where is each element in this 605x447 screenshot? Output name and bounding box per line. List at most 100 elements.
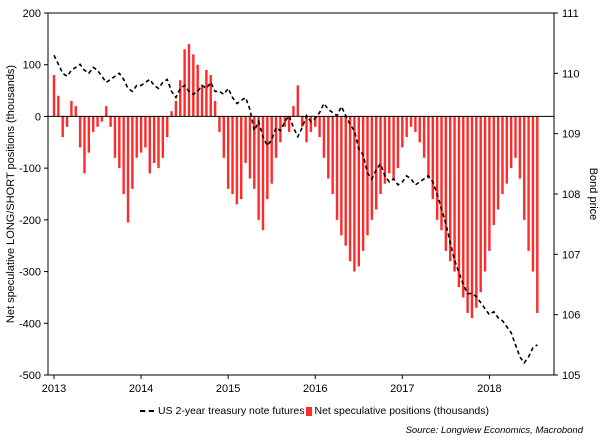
bar <box>65 116 69 127</box>
bar <box>183 49 186 117</box>
bar <box>483 116 487 272</box>
bar <box>144 116 147 148</box>
bar <box>475 116 478 308</box>
bar <box>105 106 108 117</box>
bar <box>170 111 173 117</box>
bar <box>422 116 426 158</box>
bar <box>70 100 73 117</box>
bar <box>218 116 221 132</box>
bar <box>353 116 356 272</box>
y-right-tick-label: 109 <box>562 129 580 141</box>
bar <box>409 116 413 127</box>
bar <box>314 116 317 127</box>
bar <box>435 116 439 220</box>
bar <box>244 116 247 163</box>
bar <box>318 116 321 138</box>
bar <box>187 44 191 117</box>
bar <box>135 116 138 158</box>
bar <box>261 116 265 231</box>
bar <box>226 116 230 189</box>
bar <box>152 116 156 163</box>
bar <box>309 116 313 132</box>
y-right-tick-label: 110 <box>562 68 580 80</box>
bar <box>179 80 182 117</box>
bar <box>96 116 99 127</box>
bar <box>374 116 378 210</box>
bar <box>514 116 517 158</box>
y-right-tick-label: 106 <box>562 310 580 322</box>
x-tick-label: 2013 <box>42 383 66 395</box>
legend-bar-swatch <box>306 406 313 416</box>
y-axis-left: 200 100 0 -100 -200 -300 -400 -500 <box>19 8 48 382</box>
bar <box>296 85 300 117</box>
bar <box>457 116 461 288</box>
y-left-tick-label: -400 <box>19 318 41 330</box>
bar <box>344 116 347 246</box>
bar <box>496 116 500 210</box>
bar <box>479 116 482 293</box>
bar <box>392 116 395 179</box>
bar <box>379 116 382 194</box>
bar <box>109 116 112 127</box>
bar <box>527 116 530 251</box>
y-right-tick-label: 111 <box>562 8 579 20</box>
bar <box>357 116 360 267</box>
bar <box>501 116 504 194</box>
series-line-bond-price <box>53 54 538 365</box>
bar <box>83 116 86 174</box>
bar <box>518 116 522 179</box>
bar <box>161 116 165 158</box>
bar <box>222 116 226 158</box>
x-tick-label: 2018 <box>477 383 501 395</box>
bar <box>361 116 365 251</box>
bar <box>509 116 513 169</box>
bar <box>240 116 243 200</box>
bar <box>122 116 125 194</box>
bar <box>253 116 256 189</box>
bar <box>174 100 178 117</box>
legend-bar-label: Net speculative positions (thousands) <box>314 405 489 417</box>
bar <box>327 116 330 179</box>
bar <box>440 116 443 231</box>
x-tick-label: 2017 <box>390 383 414 395</box>
bar <box>87 116 91 153</box>
bar <box>449 116 452 262</box>
bar <box>401 116 404 148</box>
bar <box>248 116 252 179</box>
y-right-tick-label: 108 <box>562 189 580 201</box>
bar <box>209 75 212 117</box>
legend-item-line: US 2-year treasury note futures <box>140 405 304 417</box>
bar <box>462 116 465 298</box>
bar <box>505 116 509 184</box>
bar <box>405 116 408 138</box>
bar <box>205 69 208 117</box>
bar <box>283 116 286 127</box>
bar <box>100 116 104 122</box>
legend-line-label: US 2-year treasury note futures <box>158 405 305 417</box>
bar <box>396 116 400 169</box>
bar <box>383 116 387 184</box>
bar <box>366 116 369 236</box>
x-tick-label: 2014 <box>129 383 153 395</box>
legend-dash-swatch <box>140 410 154 412</box>
y-right-tick-label: 107 <box>562 249 580 261</box>
bar <box>331 116 334 194</box>
bar <box>131 116 134 189</box>
bar <box>340 116 343 236</box>
bar <box>165 116 169 138</box>
bar <box>266 116 269 200</box>
y-left-tick-label: 200 <box>23 8 41 20</box>
x-axis: 2013 2014 2015 2016 2017 2018 <box>42 375 502 395</box>
bar <box>118 116 121 169</box>
y-left-tick-label: -200 <box>19 215 41 227</box>
bar <box>257 116 260 220</box>
bar <box>470 116 474 319</box>
bar <box>292 106 295 117</box>
bar <box>414 116 417 132</box>
bar <box>431 116 435 200</box>
y-axis-left-title: Net speculative LONG/SHORT positions (th… <box>5 65 17 323</box>
y-right-tick-label: 105 <box>562 370 580 382</box>
y-left-tick-label: -500 <box>19 370 41 382</box>
bar <box>200 85 204 117</box>
